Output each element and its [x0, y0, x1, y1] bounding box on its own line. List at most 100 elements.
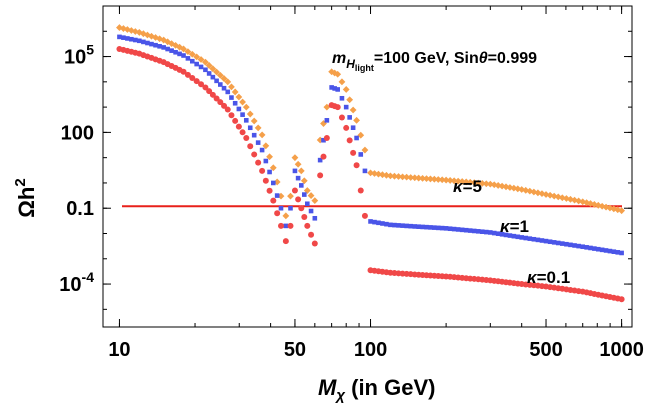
- y-tick-label-base: 100: [61, 122, 94, 144]
- data-point: [334, 104, 341, 111]
- data-point: [323, 103, 331, 111]
- data-point: [172, 41, 179, 49]
- data-point: [198, 81, 205, 88]
- data-point: [551, 240, 557, 245]
- data-point: [220, 75, 228, 82]
- data-point: [221, 85, 227, 91]
- data-point: [188, 50, 196, 58]
- data-point: [515, 234, 521, 240]
- annotation-tail: =0.999: [488, 50, 537, 67]
- data-point: [338, 78, 346, 86]
- data-point: [470, 179, 478, 187]
- data-point: [165, 46, 170, 52]
- data-point: [131, 28, 139, 35]
- data-point: [129, 36, 134, 42]
- data-point: [214, 78, 219, 84]
- data-point: [301, 192, 307, 197]
- data-point: [231, 88, 239, 96]
- data-point: [180, 45, 187, 53]
- y-axis-title-main: Ωh: [14, 187, 39, 218]
- data-point: [218, 82, 223, 87]
- data-point: [467, 228, 473, 233]
- data-point: [297, 167, 305, 175]
- data-point: [324, 118, 330, 123]
- data-point: [466, 178, 474, 186]
- data-point: [357, 131, 365, 139]
- data-point: [618, 296, 625, 303]
- data-point: [607, 248, 613, 254]
- series-label-kappa-1-symbol: κ: [500, 217, 511, 236]
- data-point: [323, 134, 330, 141]
- data-point: [246, 110, 254, 118]
- data-point: [121, 35, 126, 40]
- data-point: [144, 31, 151, 39]
- series-2: [116, 45, 625, 303]
- data-point: [291, 154, 299, 162]
- data-point: [353, 116, 360, 124]
- data-point: [298, 205, 305, 212]
- data-point: [271, 180, 276, 186]
- data-point: [372, 219, 377, 225]
- data-point: [235, 123, 242, 130]
- data-point: [263, 158, 269, 164]
- data-point: [221, 102, 228, 109]
- y-tick-label-base: 10: [64, 47, 86, 69]
- data-point: [269, 164, 277, 172]
- data-point: [539, 238, 545, 243]
- data-point: [298, 183, 304, 188]
- data-point: [349, 106, 357, 114]
- data-point: [236, 106, 242, 112]
- data-point: [531, 236, 537, 242]
- data-point: [474, 179, 482, 187]
- data-point: [125, 36, 130, 41]
- data-point: [209, 91, 216, 98]
- series-label-kappa-5: κ=5: [453, 177, 482, 196]
- y-tick-label-base: 0.1: [66, 198, 94, 220]
- x-tick-label: 500: [529, 339, 562, 361]
- data-point: [484, 229, 489, 235]
- annotation-theta: θ: [479, 50, 488, 67]
- data-point: [185, 56, 191, 61]
- data-point: [514, 185, 522, 193]
- data-point: [235, 93, 243, 101]
- x-tick-label: 10: [108, 339, 130, 361]
- data-point: [587, 200, 594, 207]
- data-point: [430, 175, 438, 183]
- data-point: [459, 227, 465, 233]
- data-point: [193, 78, 200, 85]
- data-point: [239, 98, 246, 106]
- annotation-rest: =100 GeV, Sin: [374, 50, 479, 67]
- data-point: [519, 235, 524, 240]
- data-point: [455, 227, 461, 232]
- data-point: [362, 168, 368, 174]
- data-point: [446, 177, 454, 184]
- data-point: [339, 95, 345, 101]
- data-point: [571, 196, 578, 204]
- data-point: [361, 212, 368, 219]
- data-point: [278, 205, 284, 211]
- data-point: [335, 87, 340, 92]
- plot-frame: [102, 5, 633, 328]
- data-point: [247, 125, 253, 131]
- data-point: [206, 88, 213, 95]
- data-point: [443, 226, 449, 231]
- data-point: [350, 125, 356, 131]
- data-point: [478, 179, 486, 187]
- data-point: [232, 117, 239, 124]
- data-point: [329, 85, 334, 90]
- data-point: [304, 222, 311, 229]
- data-point: [346, 137, 353, 144]
- data-point: [177, 51, 182, 57]
- data-point: [543, 238, 549, 244]
- data-point: [507, 233, 513, 238]
- data-point: [482, 180, 490, 188]
- data-point: [301, 214, 308, 221]
- data-point: [619, 250, 624, 256]
- data-point: [153, 42, 158, 48]
- data-point: [225, 89, 231, 95]
- data-point: [308, 231, 315, 238]
- x-axis-title-rest: (in GeV): [345, 375, 435, 400]
- x-tick-label: 1000: [599, 339, 644, 361]
- data-point: [303, 187, 311, 194]
- data-point: [400, 223, 405, 228]
